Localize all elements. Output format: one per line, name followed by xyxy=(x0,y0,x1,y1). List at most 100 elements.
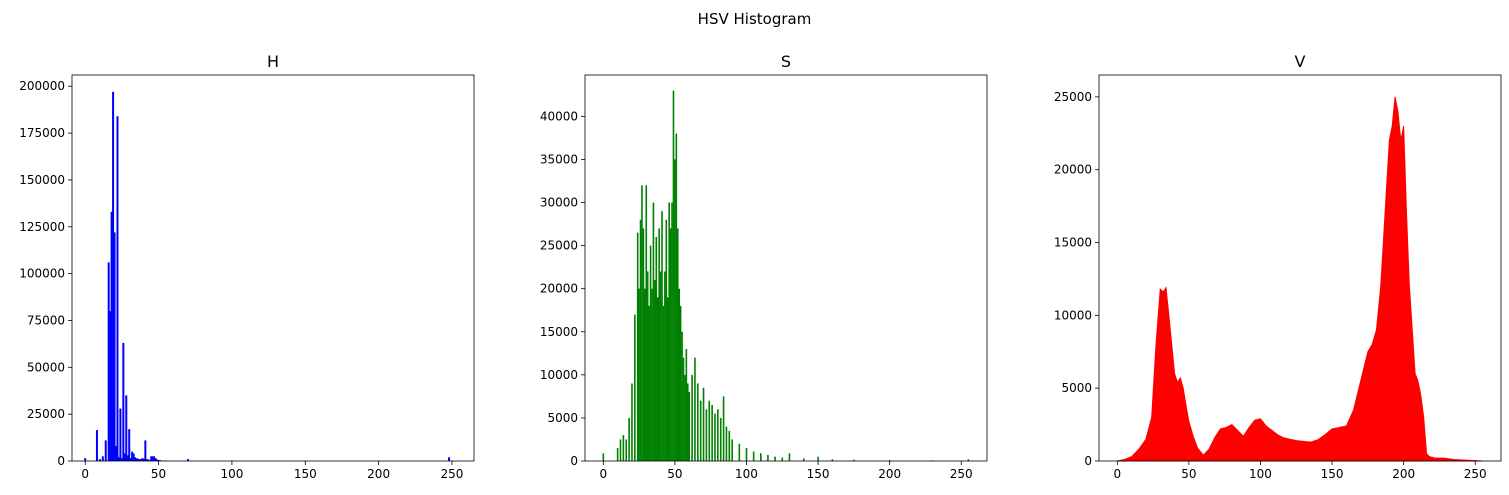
figure-suptitle: HSV Histogram xyxy=(698,10,812,28)
histogram-bar xyxy=(117,457,120,461)
histogram-bar xyxy=(688,392,691,461)
panel-s: S 0 50 100 150 200 250 0 5000 10000 15000 20000 2500… xyxy=(540,52,988,481)
series-marks xyxy=(84,91,451,462)
x-tick-label: 250 xyxy=(441,467,464,481)
y-tick-label: 35000 xyxy=(540,152,578,166)
histogram-bar xyxy=(139,459,142,461)
y-tick-label: 20000 xyxy=(540,282,578,296)
histogram-bar xyxy=(141,458,144,461)
x-tick-label: 200 xyxy=(878,467,901,481)
histogram-bar xyxy=(616,448,619,461)
histogram-bar xyxy=(699,400,702,461)
x-tick-label: 0 xyxy=(81,467,89,481)
histogram-bar xyxy=(668,202,670,461)
histogram-bar xyxy=(802,458,805,461)
histogram-bar xyxy=(708,400,711,461)
histogram-bar xyxy=(138,459,141,461)
histogram-bar xyxy=(109,311,112,461)
y-tick-label: 15000 xyxy=(1054,236,1092,250)
histogram-bar xyxy=(752,451,755,461)
histogram-bar xyxy=(678,288,681,461)
histogram-bar xyxy=(674,159,676,461)
histogram-bar xyxy=(145,459,148,461)
histogram-bar xyxy=(116,116,119,461)
histogram-bar xyxy=(684,374,686,461)
histogram-bar xyxy=(694,357,696,461)
y-tick-label: 0 xyxy=(1084,454,1092,468)
histogram-bar xyxy=(153,456,156,461)
histogram-bar xyxy=(664,271,666,461)
histogram-bar xyxy=(697,383,699,461)
histogram-bar xyxy=(662,305,665,461)
histogram-bar xyxy=(788,453,791,461)
histogram-bar xyxy=(120,458,123,461)
histogram-bar xyxy=(645,185,648,462)
histogram-bar xyxy=(675,133,678,461)
y-tick-label: 125000 xyxy=(19,220,65,234)
histogram-bar xyxy=(641,185,643,462)
histogram-bar xyxy=(717,409,719,461)
histogram-bar xyxy=(126,455,129,461)
histogram-bar xyxy=(774,456,776,461)
histogram-bar xyxy=(115,446,118,461)
histogram-bar xyxy=(110,211,113,461)
x-tick-label: 150 xyxy=(294,467,317,481)
histogram-bar xyxy=(671,202,673,461)
histogram-bar xyxy=(661,211,663,461)
histogram-bar xyxy=(665,219,668,461)
x-tick-label: 50 xyxy=(1181,467,1196,481)
histogram-bar xyxy=(644,288,646,461)
histogram-bar xyxy=(186,459,189,461)
axes-frame xyxy=(584,74,988,462)
histogram-bar xyxy=(101,456,104,461)
histogram-bar xyxy=(685,348,688,461)
histogram-bar xyxy=(817,456,819,461)
histogram-bar xyxy=(125,395,128,461)
x-tick-label: 50 xyxy=(667,467,682,481)
x-tick-label: 200 xyxy=(367,467,390,481)
histogram-bar xyxy=(731,439,733,461)
histogram-bar xyxy=(144,440,147,461)
histogram-bar xyxy=(95,430,98,461)
y-tick-label: 25000 xyxy=(1054,90,1092,104)
histogram-bar xyxy=(622,435,625,461)
panel-h: H 0 50 100 150 200 250 0 25000 50000 75000 100000 12… xyxy=(19,52,475,481)
histogram-bar xyxy=(132,453,135,461)
histogram-bar xyxy=(702,387,705,461)
histogram-bar xyxy=(656,297,659,461)
histogram-bar xyxy=(767,454,769,461)
histogram-bar xyxy=(113,232,116,461)
histogram-bar xyxy=(691,374,693,461)
histogram-bar xyxy=(649,245,652,461)
y-tick-label: 50000 xyxy=(27,360,65,374)
x-tick-label: 250 xyxy=(1464,467,1487,481)
histogram-bar xyxy=(156,459,159,461)
histogram-bar xyxy=(760,453,762,461)
histogram-bar xyxy=(636,232,639,461)
series-marks xyxy=(1117,96,1483,462)
histogram-bar xyxy=(666,297,669,461)
x-tick-label: 50 xyxy=(151,467,166,481)
y-tick-label: 10000 xyxy=(1054,308,1092,322)
histogram-bar xyxy=(137,458,140,461)
histogram-bar xyxy=(150,456,153,461)
histogram-bar xyxy=(719,417,722,461)
histogram-bar xyxy=(84,458,87,461)
histogram-bar xyxy=(686,383,689,461)
histogram-bar xyxy=(888,460,891,461)
series-marks xyxy=(602,90,970,462)
x-tick-label: 200 xyxy=(1392,467,1415,481)
y-tick-label: 40000 xyxy=(540,109,578,123)
histogram-bar xyxy=(123,453,126,461)
histogram-bar xyxy=(831,459,834,461)
y-tick-label: 5000 xyxy=(1061,381,1092,395)
histogram-bar xyxy=(654,280,656,461)
histogram-bar xyxy=(669,228,672,461)
x-tick-label: 150 xyxy=(1321,467,1344,481)
y-tick-label: 30000 xyxy=(540,196,578,210)
histogram-bar xyxy=(642,228,645,461)
panel-v: V 0 50 100 150 200 250 0 5000 10000 15000 20000 2500… xyxy=(1054,52,1502,481)
x-tick-label: 0 xyxy=(600,467,608,481)
histogram-bar xyxy=(967,459,970,461)
histogram-bar xyxy=(148,460,151,461)
